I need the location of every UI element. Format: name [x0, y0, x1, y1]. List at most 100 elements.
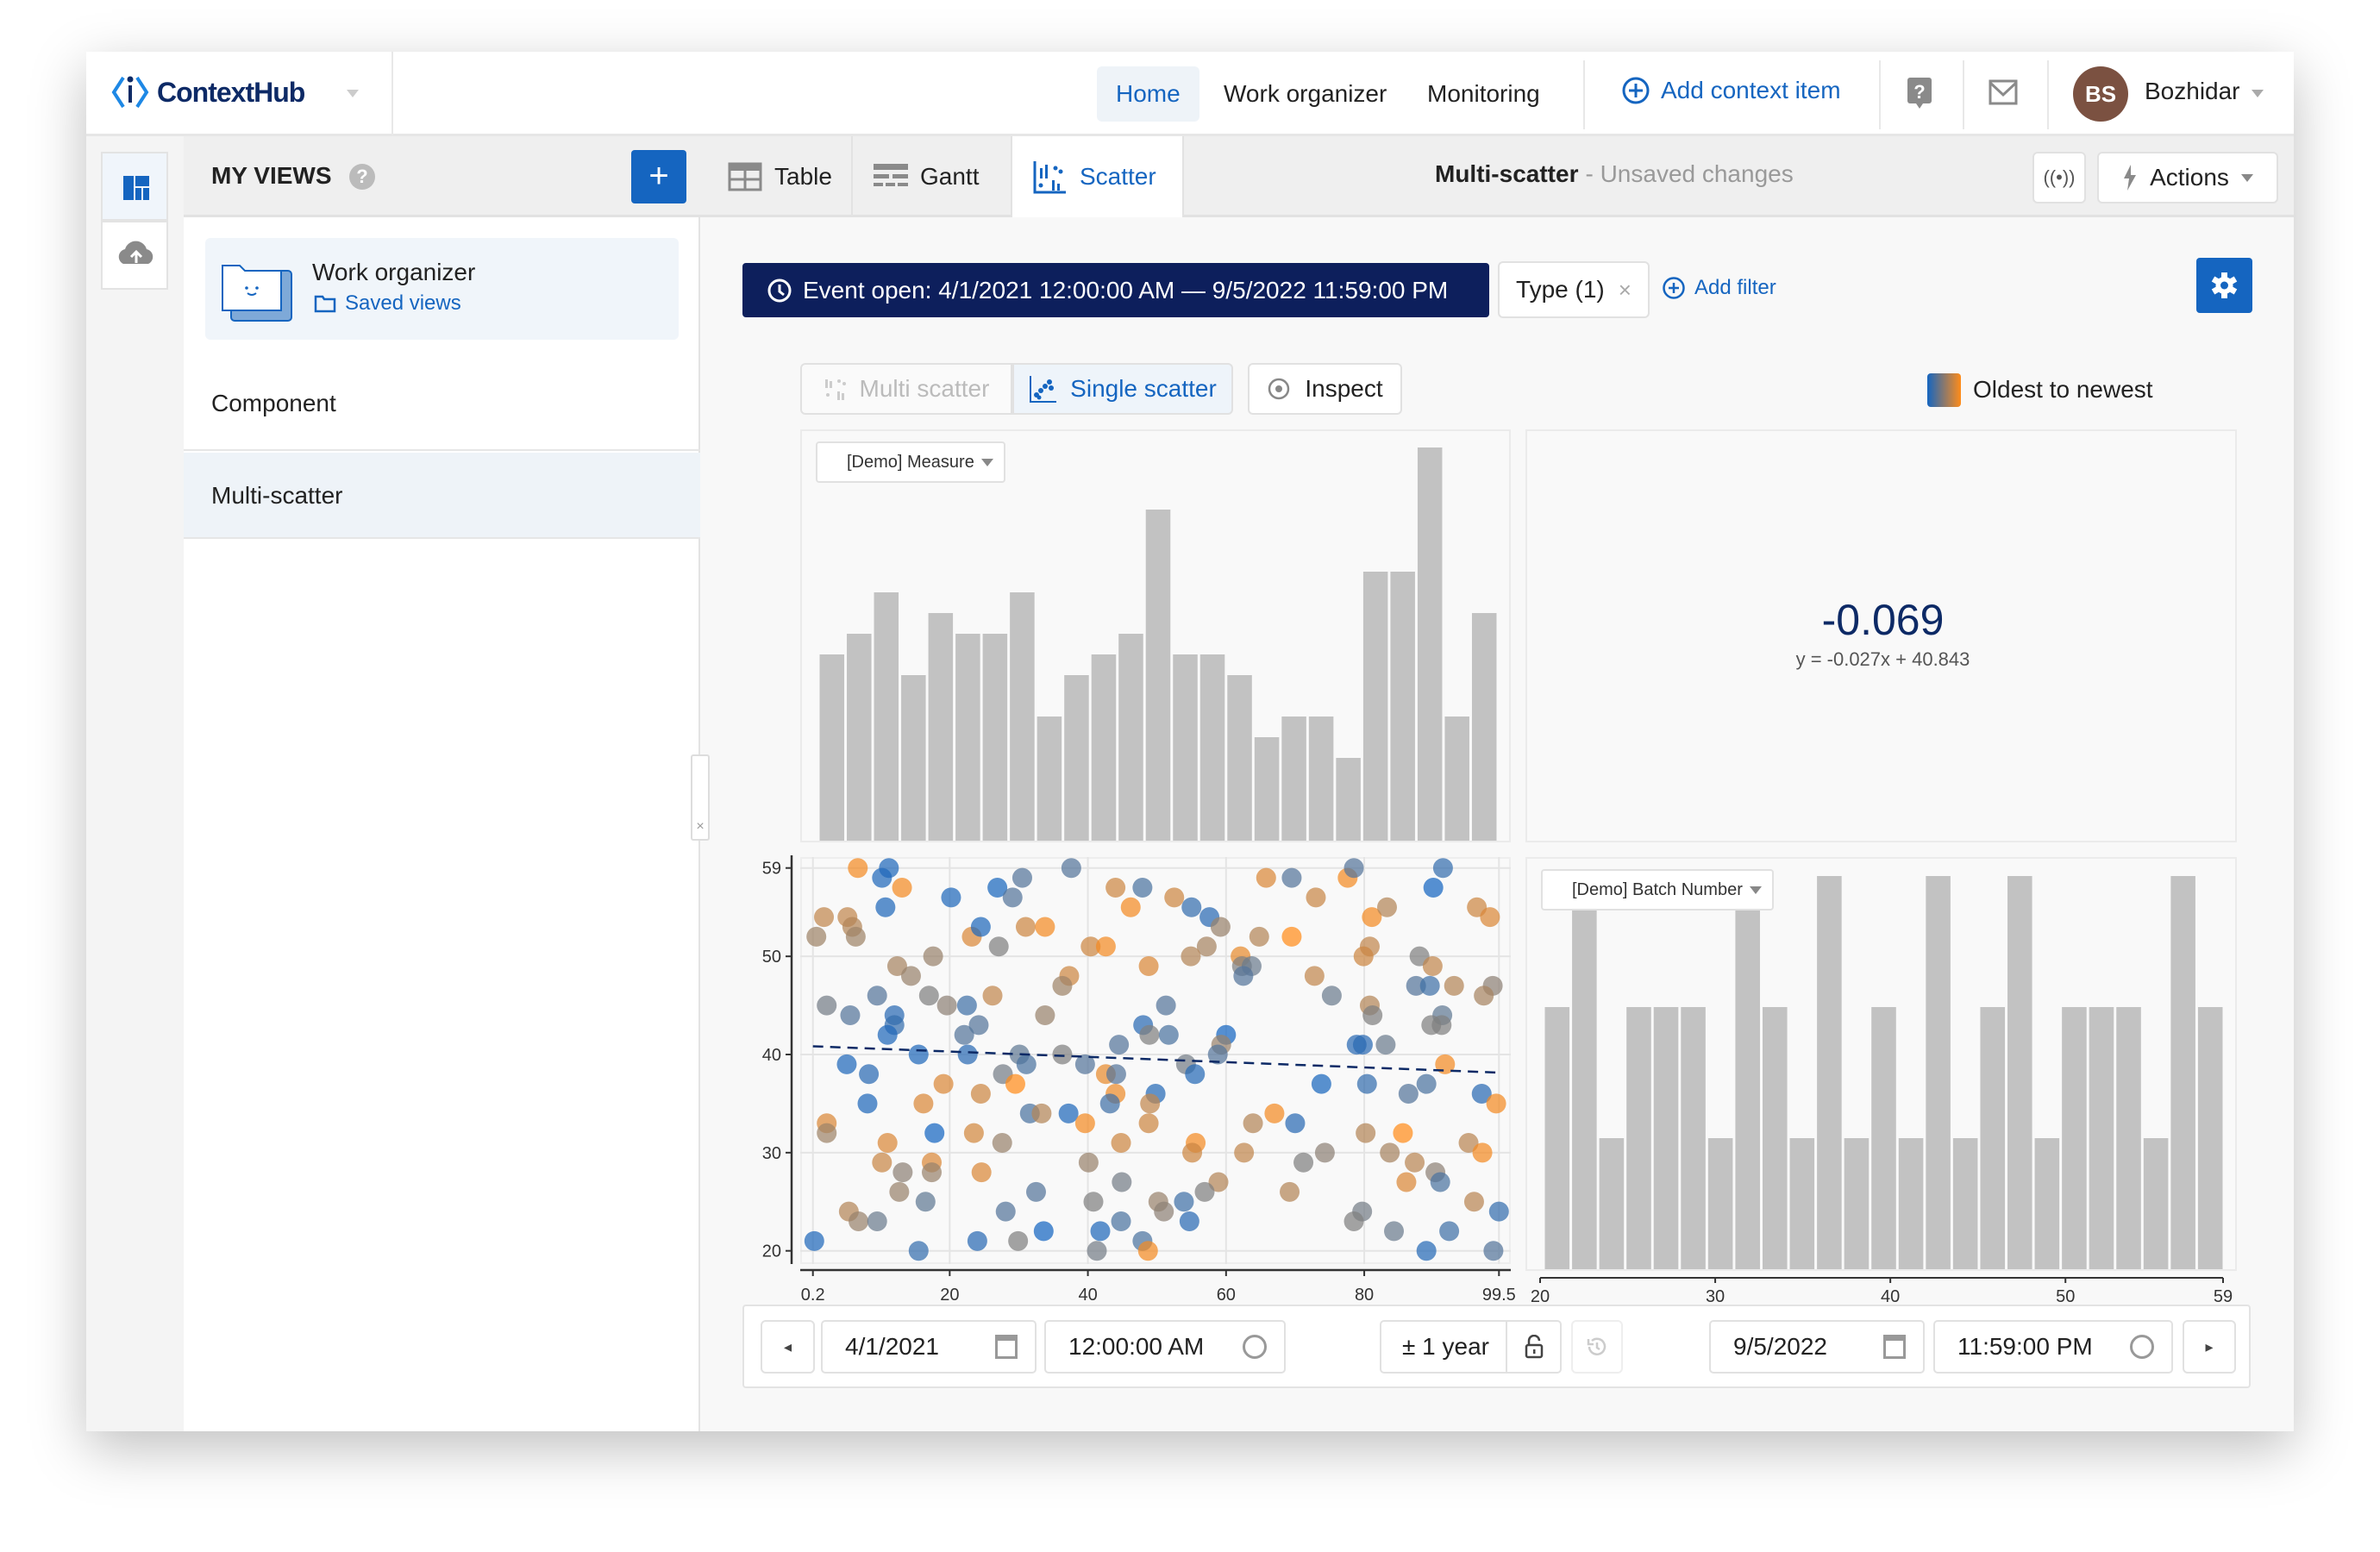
histogram-bar [1390, 572, 1415, 841]
scatter-point [1356, 1073, 1377, 1094]
tab-table[interactable]: Table [707, 136, 853, 217]
user-avatar[interactable]: BS [2073, 66, 2128, 122]
calendar-icon[interactable] [1883, 1335, 1906, 1359]
scatter-point [1002, 887, 1023, 908]
saved-views-label: Saved views [345, 291, 461, 315]
tab-gantt[interactable]: Gantt [853, 136, 1012, 217]
end-time-value: 11:59:00 PM [1957, 1333, 2093, 1360]
scatter-point [963, 1123, 984, 1143]
scatter-point [995, 1201, 1016, 1222]
dashboard-icon [123, 176, 149, 200]
app-logo[interactable]: ContextHub [110, 72, 305, 112]
views-rail-button[interactable] [101, 152, 168, 221]
app-switcher-caret-icon[interactable] [347, 90, 359, 97]
scatter-point [872, 1152, 892, 1173]
sidebar-collapse-close-icon[interactable]: × [696, 819, 705, 834]
scatter-point [915, 1192, 936, 1212]
scatter-plot[interactable]: 0.2 20 40 60 80 99.5 59 50 40 30 20 [742, 845, 1518, 1311]
add-context-item-button[interactable]: Add context item [1621, 76, 1841, 105]
scatter-point [1321, 986, 1342, 1006]
clock-icon[interactable] [2130, 1335, 2154, 1359]
histogram-bar [1572, 876, 1597, 1269]
scatter-point [923, 946, 943, 967]
upload-rail-button[interactable] [101, 221, 168, 290]
scatter-point [1343, 1211, 1364, 1232]
x-variable-dropdown[interactable]: [Demo] Measure [816, 441, 1005, 483]
scatter-point [1444, 975, 1464, 996]
x-tick-label: 80 [1355, 1286, 1374, 1305]
scatter-point [1233, 966, 1254, 986]
nav-work-organizer[interactable]: Work organizer [1224, 80, 1387, 107]
my-views-help-icon[interactable]: ? [349, 164, 375, 190]
tab-table-label: Table [774, 163, 832, 190]
user-name[interactable]: Bozhidar [2145, 78, 2240, 104]
histogram-bar [1952, 1138, 1978, 1269]
end-date-input[interactable]: 9/5/2022 [1709, 1320, 1925, 1374]
mail-icon[interactable] [1989, 79, 2018, 105]
scatter-point [814, 907, 835, 928]
previous-period-button[interactable]: ◂ [761, 1320, 815, 1374]
tab-scatter[interactable]: Scatter [1012, 136, 1184, 217]
y-histogram [1544, 876, 2223, 1269]
sidebar-item-multi-scatter[interactable]: Multi-scatter [184, 453, 700, 539]
range-selector[interactable]: ± 1 year [1380, 1320, 1562, 1374]
type-filter-chip[interactable]: Type (1) × [1498, 261, 1650, 318]
range-lock-button[interactable] [1506, 1322, 1560, 1372]
scatter-point [1256, 867, 1276, 888]
reset-range-button[interactable] [1571, 1320, 1623, 1374]
add-view-button[interactable]: + [631, 150, 686, 203]
next-period-button[interactable]: ▸ [2183, 1320, 2236, 1374]
scatter-point [1393, 1123, 1413, 1143]
scatter-point [1352, 1035, 1373, 1055]
histogram-bar [1599, 1138, 1625, 1269]
saved-views-link[interactable]: Saved views [314, 291, 461, 316]
sidebar-resize-handle[interactable] [691, 754, 710, 841]
scatter-point [933, 1073, 954, 1094]
chart-settings-button[interactable] [2196, 258, 2252, 313]
start-date-input[interactable]: 4/1/2021 [821, 1320, 1037, 1374]
clock-icon[interactable] [1243, 1335, 1267, 1359]
help-icon[interactable]: ? [1906, 76, 1933, 110]
actions-button[interactable]: Actions [2097, 152, 2278, 203]
view-name: Multi-scatter [1435, 160, 1579, 187]
sidebar-item-component[interactable]: Component [184, 371, 700, 451]
single-scatter-button[interactable]: Single scatter [1012, 363, 1233, 415]
add-filter-button[interactable]: Add filter [1662, 276, 1776, 300]
nav-home[interactable]: Home [1097, 66, 1199, 122]
scatter-point [988, 936, 1009, 957]
multi-scatter-button[interactable]: Multi scatter [800, 363, 1012, 415]
nav-monitoring[interactable]: Monitoring [1427, 80, 1540, 107]
scatter-point [987, 877, 1008, 898]
start-time-input[interactable]: 12:00:00 AM [1044, 1320, 1286, 1374]
plus-circle-icon [1663, 277, 1685, 299]
scatter-point [1423, 877, 1444, 898]
scatter-point [924, 1123, 945, 1143]
remove-filter-icon[interactable]: × [1618, 276, 1632, 303]
calendar-icon[interactable] [995, 1335, 1018, 1359]
view-title: Multi-scatter - Unsaved changes [1435, 160, 1794, 188]
cloud-upload-icon [118, 241, 153, 264]
scatter-point [836, 1054, 857, 1074]
x-tick-label: 40 [1881, 1287, 1900, 1306]
scatter-point [1311, 1073, 1331, 1094]
histogram-bar [819, 654, 845, 841]
gantt-icon [874, 164, 908, 186]
x-tick-label: 50 [2056, 1287, 2075, 1306]
scatter-point [1416, 1241, 1437, 1261]
sidebar-item-label: Component [211, 390, 336, 416]
histogram-bar [1308, 717, 1334, 841]
user-menu-caret-icon[interactable] [2252, 90, 2264, 97]
y-variable-dropdown[interactable]: [Demo] Batch Number [1541, 869, 1774, 911]
end-time-input[interactable]: 11:59:00 PM [1933, 1320, 2173, 1374]
scatter-point [877, 1024, 898, 1045]
color-legend-label: Oldest to newest [1973, 376, 2153, 403]
event-time-filter[interactable]: Event open: 4/1/2021 12:00:00 AM — 9/5/2… [742, 263, 1489, 317]
x-tick-label: 60 [1217, 1286, 1236, 1305]
work-organizer-card[interactable]: Work organizer Saved views [205, 238, 679, 340]
scatter-point [1432, 858, 1453, 879]
live-mode-button[interactable]: ((•)) [2032, 152, 2086, 203]
chevron-down-icon [980, 458, 993, 466]
inspect-button[interactable]: Inspect [1248, 363, 1402, 415]
x-variable-label: [Demo] Measure [847, 452, 974, 472]
scatter-point [1463, 1192, 1484, 1212]
